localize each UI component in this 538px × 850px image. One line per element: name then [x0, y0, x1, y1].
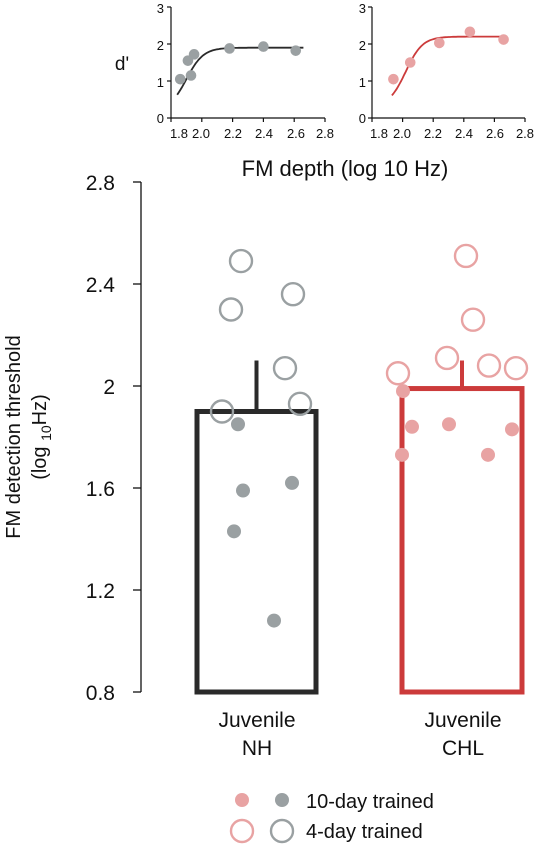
four-day-point-chl	[453, 243, 479, 269]
inset-nh-xtick: 1.8	[170, 126, 188, 141]
ten-day-point-chl	[396, 384, 410, 399]
inset-chl-xtick: 1.8	[370, 126, 388, 141]
inset-nh-ytick: 1	[157, 75, 164, 90]
main-ylabel-line2: (log 10Hz)	[29, 394, 54, 480]
main-ytick: 1.2	[86, 580, 115, 603]
inset-nh-data-point	[185, 70, 197, 81]
inset-nh-xtick: 2.2	[224, 126, 242, 141]
bar-nh	[194, 409, 319, 695]
inset-nh-xticks: 1.8 2.0 2.2 2.4 2.6 2.8	[170, 126, 334, 141]
main-ytick: 1.6	[86, 478, 115, 501]
legend-ten-day-nh-marker	[275, 793, 289, 807]
inset-chl-xtick: 2.2	[424, 126, 442, 141]
four-day-point-chl	[476, 353, 502, 378]
inset-nh-data-point	[224, 43, 235, 54]
main-ylabel-suffix: Hz)	[29, 394, 51, 425]
four-day-point-nh	[280, 282, 306, 307]
inset-nh-data-point	[258, 41, 269, 52]
inset-chl-xticks: 1.8 2.0 2.2 2.4 2.6 2.8	[370, 126, 534, 141]
four-day-point-nh	[228, 248, 254, 274]
four-day-point-nh	[218, 297, 244, 322]
inset-chl-xtick: 2.8	[516, 126, 534, 141]
ten-day-point-nh	[236, 483, 250, 498]
inset-nh-xtick: 2.6	[287, 126, 305, 141]
legend-four-day-chl-marker	[229, 818, 255, 844]
inset-nh-xtick: 2.0	[192, 126, 210, 141]
inset-nh-xtick: 2.8	[316, 126, 334, 141]
category-label-chl-line2: CHL	[442, 737, 484, 760]
four-day-point-nh	[209, 399, 235, 424]
inset-nh-ytick: 3	[157, 1, 164, 16]
inset-nh: d' 0 1 2 3 1.8 2.0 2.2 2.4 2.6 2.8	[115, 1, 334, 141]
inset-chl: 0 1 2 3 1.8 2.0 2.2 2.4 2.6 2.8	[359, 1, 534, 141]
four-day-point-chl	[385, 361, 411, 386]
inset-nh-fit-curve	[176, 46, 304, 96]
ten-day-point-chl	[442, 417, 456, 432]
inset-nh-xtick: 2.4	[255, 126, 273, 141]
inset-shared-xlabel: FM depth (log 10 Hz)	[242, 156, 449, 181]
inset-chl-xtick: 2.4	[455, 126, 473, 141]
main-ylabel-prefix: (log	[29, 441, 51, 480]
four-day-point-chl	[503, 355, 529, 381]
inset-nh-data-point	[290, 45, 302, 56]
category-label-nh-line1: Juvenile	[218, 709, 295, 732]
legend-ten-day-chl-marker	[235, 793, 249, 807]
ten-day-point-nh	[231, 417, 245, 432]
ten-day-point-chl	[505, 422, 519, 437]
main-ytick: 2.8	[86, 172, 115, 195]
inset-chl-xtick: 2.0	[393, 126, 411, 141]
four-day-point-chl	[434, 345, 460, 371]
legend-four-day-nh-marker	[269, 818, 295, 844]
bar-chl	[399, 386, 525, 695]
four-day-point-chl	[460, 307, 486, 332]
four-day-point-nh	[272, 355, 298, 381]
main-ylabel-line1: FM detection threshold	[3, 335, 25, 538]
ten-day-point-chl	[481, 447, 495, 462]
inset-chl-ytick: 2	[359, 38, 366, 53]
ten-day-point-chl	[405, 419, 419, 434]
ten-day-point-chl	[395, 447, 409, 462]
ten-day-point-nh	[285, 475, 299, 490]
legend: 10-day trained 4-day trained	[229, 791, 434, 844]
inset-chl-data-point	[434, 37, 445, 49]
ten-day-point-nh	[267, 613, 281, 628]
inset-chl-data-point	[388, 73, 399, 85]
main-category-labels: Juvenile NH Juvenile CHL	[218, 709, 501, 760]
category-label-chl-line1: Juvenile	[424, 709, 501, 732]
four-day-point-nh	[287, 391, 313, 417]
inset-chl-ytick: 1	[359, 75, 366, 90]
inset-nh-ylabel: d'	[115, 54, 129, 75]
inset-chl-data-point	[498, 34, 509, 45]
inset-chl-yticks: 0 1 2 3	[359, 1, 366, 126]
main-ytick: 2	[103, 376, 115, 399]
main-ytick: 2.4	[86, 274, 116, 297]
inset-nh-ytick: 2	[157, 38, 164, 53]
legend-four-day-label: 4-day trained	[306, 821, 423, 843]
legend-ten-day-label: 10-day trained	[306, 791, 434, 813]
main-chart: FM detection threshold (log 10Hz) 0.8 1.…	[3, 172, 529, 760]
main-yticks: 0.8 1.2 1.6 2 2.4 2.8	[86, 172, 116, 705]
inset-nh-ytick: 0	[157, 111, 164, 126]
inset-nh-data-point	[188, 49, 200, 60]
main-ytick: 0.8	[86, 682, 115, 705]
main-ylabel-sub: 10	[38, 425, 54, 441]
inset-chl-data-point	[464, 26, 476, 38]
inset-chl-ytick: 0	[359, 111, 366, 126]
inset-nh-yticks: 0 1 2 3	[157, 1, 164, 126]
inset-chl-xtick: 2.6	[486, 126, 504, 141]
ten-day-point-nh	[227, 524, 241, 539]
inset-nh-data-point	[174, 73, 186, 85]
inset-chl-ytick: 3	[359, 1, 366, 16]
category-label-nh-line2: NH	[242, 737, 272, 760]
inset-chl-data-point	[404, 57, 416, 68]
